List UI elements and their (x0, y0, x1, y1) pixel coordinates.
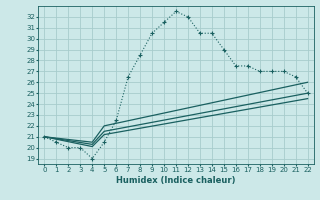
X-axis label: Humidex (Indice chaleur): Humidex (Indice chaleur) (116, 176, 236, 185)
